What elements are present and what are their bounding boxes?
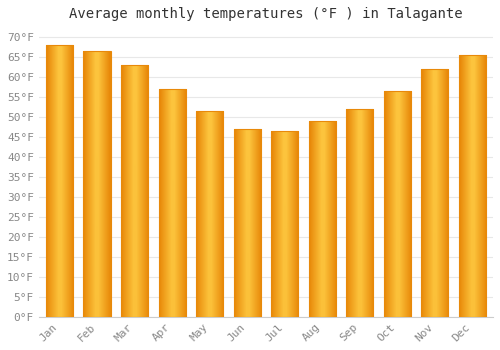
Bar [459, 55, 486, 317]
Title: Average monthly temperatures (°F ) in Talagante: Average monthly temperatures (°F ) in Ta… [69, 7, 462, 21]
Bar [308, 121, 336, 317]
Bar [422, 69, 448, 317]
Bar [346, 109, 374, 317]
Bar [196, 111, 223, 317]
Bar [46, 45, 73, 317]
Bar [234, 129, 260, 317]
Bar [158, 89, 186, 317]
Bar [384, 91, 411, 317]
Bar [121, 65, 148, 317]
Bar [271, 131, 298, 317]
Bar [84, 51, 110, 317]
